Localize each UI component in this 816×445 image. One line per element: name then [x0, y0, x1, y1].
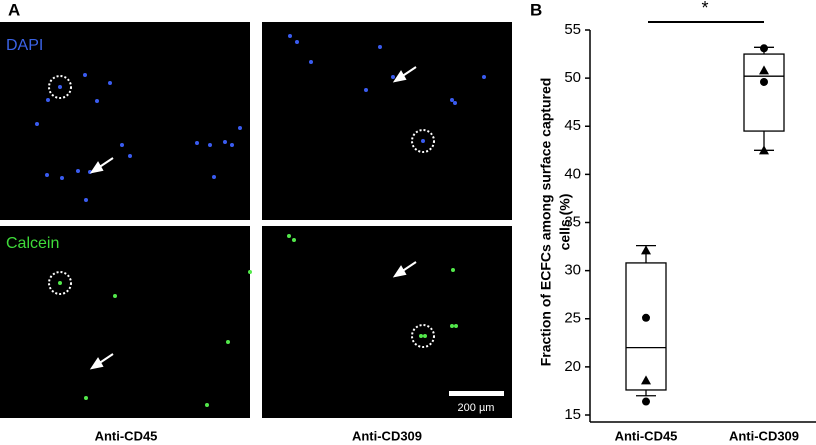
cell: [195, 141, 199, 145]
stain-label: DAPI: [6, 37, 43, 54]
cell: [450, 98, 454, 102]
point: [760, 77, 768, 86]
cell: [205, 403, 209, 407]
y-tick-label: 50: [564, 69, 581, 86]
y-tick-label: 30: [564, 262, 581, 279]
y-tick-label: 40: [564, 165, 581, 182]
cell: [453, 101, 457, 105]
y-tick-label: 45: [564, 117, 581, 134]
cell: [451, 268, 455, 272]
cell: [238, 126, 242, 130]
point: [759, 145, 769, 155]
box: [743, 53, 785, 132]
cell: [421, 139, 425, 143]
cell: [58, 281, 62, 285]
scale-bar-label: 200 µm: [458, 402, 495, 414]
y-axis-title: Fraction of ECFCs among surface captured…: [538, 78, 573, 367]
cell: [364, 88, 368, 92]
cell: [60, 176, 64, 180]
cell: [248, 270, 252, 274]
scale-bar: [449, 391, 504, 396]
cell: [295, 40, 299, 44]
cell: [35, 122, 39, 126]
point: [642, 313, 650, 322]
arrows: [89, 66, 417, 370]
y-tick-label: 25: [564, 310, 581, 327]
cell: [108, 81, 112, 85]
cells: [35, 34, 486, 407]
y-axis-title-line: Fraction of ECFCs among surface captured: [538, 78, 554, 367]
cell: [84, 198, 88, 202]
y-tick-label: 35: [564, 213, 581, 230]
point: [759, 65, 769, 75]
cell: [450, 324, 454, 328]
cell: [84, 396, 88, 400]
y-tick-label: 55: [564, 21, 581, 38]
significance: *: [701, 0, 708, 18]
cell: [287, 234, 291, 238]
micrograph: [0, 226, 250, 418]
cell: [391, 75, 395, 79]
cell: [309, 60, 313, 64]
cell: [208, 143, 212, 147]
cell: [288, 34, 292, 38]
cell: [128, 154, 132, 158]
cell: [95, 99, 99, 103]
cell: [120, 143, 124, 147]
cell: [378, 45, 382, 49]
cell: [454, 324, 458, 328]
panel-label: B: [530, 0, 542, 19]
cell: [212, 175, 216, 179]
cell: [230, 143, 234, 147]
cell: [419, 334, 423, 338]
micrograph: [262, 22, 512, 220]
highlight-circles: [48, 75, 435, 348]
cell: [58, 85, 62, 89]
cell: [223, 140, 227, 144]
x-tick-label: Anti-CD309: [729, 428, 799, 443]
column-label: Anti-CD309: [352, 428, 422, 443]
y-tick-label: 20: [564, 358, 581, 375]
box: [625, 262, 667, 391]
x-tick-label: Anti-CD45: [615, 428, 678, 443]
stain-label: Calcein: [6, 235, 59, 252]
cell: [292, 238, 296, 242]
cell: [423, 334, 427, 338]
panel-label: A: [8, 0, 20, 19]
cell: [76, 169, 80, 173]
cell: [83, 73, 87, 77]
point: [641, 245, 651, 255]
point: [641, 375, 651, 385]
cell: [226, 340, 230, 344]
cell: [482, 75, 486, 79]
y-axis-title-line: cells (%): [557, 194, 573, 251]
micrograph: [0, 22, 250, 220]
cell: [45, 173, 49, 177]
cell: [46, 98, 50, 102]
column-label: Anti-CD45: [95, 428, 158, 443]
point: [642, 397, 650, 406]
cell: [113, 294, 117, 298]
micrograph: [262, 226, 512, 418]
y-tick-label: 15: [564, 406, 581, 423]
point: [760, 44, 768, 53]
